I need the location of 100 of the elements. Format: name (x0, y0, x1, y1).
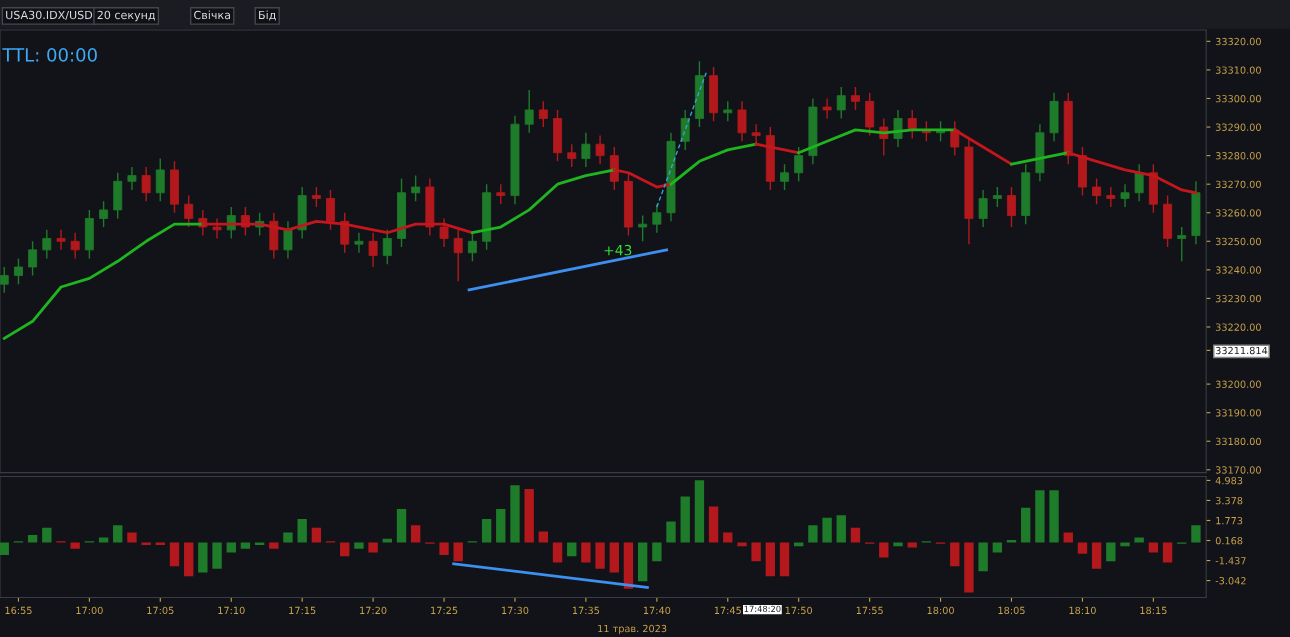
x-tick-label: 17:40 (643, 606, 671, 615)
candlestick (978, 189, 988, 228)
candlestick (1106, 186, 1116, 208)
bar (42, 527, 52, 543)
candlestick (155, 157, 165, 203)
x-tick-label: 17:00 (76, 606, 103, 615)
bar (964, 542, 974, 593)
x-tick-label: 17:20 (360, 606, 387, 615)
x-tick-label: 18:10 (1069, 606, 1096, 615)
bar (70, 542, 80, 549)
candlestick (496, 183, 506, 205)
candlestick (907, 109, 917, 140)
bar (1006, 540, 1017, 543)
candlestick (723, 100, 733, 123)
bar (184, 542, 194, 577)
bar (240, 542, 251, 549)
candlestick (141, 166, 151, 203)
candlestick (127, 166, 137, 191)
y-tick-label: 33320.00 (1215, 37, 1261, 46)
y-tick-label: 33230.00 (1215, 294, 1261, 303)
y-tick-label: 33280.00 (1215, 152, 1261, 160)
x-tick-label: 17:50 (785, 606, 813, 615)
candlestick (1134, 163, 1144, 203)
candlestick (368, 232, 378, 268)
bar (680, 496, 690, 543)
x-tick-label: 18:15 (1140, 606, 1167, 615)
bar (1162, 542, 1173, 563)
y-tick-label: 33300.00 (1215, 94, 1261, 103)
annotation: +43 (604, 244, 632, 256)
candlestick (737, 100, 747, 143)
bar (1191, 525, 1201, 543)
bar (694, 480, 705, 543)
y-tick-label: 33190.00 (1215, 409, 1261, 417)
candlestick (56, 229, 66, 251)
y-tick-label: 33270.00 (1215, 180, 1261, 189)
x-tick-label: 17:55 (856, 606, 883, 615)
bar (481, 518, 492, 543)
bar (666, 521, 676, 543)
bar (98, 537, 109, 543)
candlestick (340, 212, 350, 254)
bar (127, 532, 137, 543)
bar (552, 542, 563, 563)
bar (198, 542, 208, 573)
x-tick-label: 17:15 (289, 606, 316, 615)
candlestick (0, 266, 9, 294)
candlestick (751, 123, 761, 145)
candlestick (950, 120, 960, 157)
bar (1091, 542, 1102, 569)
y-tick-label: 3.378 (1215, 496, 1243, 505)
candlestick (567, 143, 577, 168)
candlestick (836, 86, 846, 120)
candlestick (780, 163, 790, 191)
y-tick-label: 1.773 (1216, 516, 1243, 525)
bar (538, 531, 548, 543)
candlestick (524, 89, 534, 134)
bar (1035, 490, 1045, 543)
text: Бід (259, 10, 276, 21)
candlestick (652, 203, 662, 234)
bar (297, 518, 307, 543)
x-tick-label: 18:00 (927, 606, 954, 615)
candlestick (822, 97, 832, 120)
candlestick (439, 217, 449, 248)
bar (1077, 542, 1088, 554)
candlestick (99, 200, 109, 228)
bar (1063, 532, 1073, 543)
bar (311, 527, 322, 543)
bar (822, 517, 832, 543)
candlestick (184, 194, 194, 228)
bar (1106, 542, 1116, 562)
candlestick (467, 232, 477, 262)
bar (439, 542, 449, 556)
candlestick (326, 189, 335, 231)
y-tick-label: 33290.00 (1215, 123, 1261, 131)
bar (950, 542, 960, 567)
bar (637, 542, 648, 582)
y-tick-label: 33211.814 (1215, 346, 1268, 355)
candlestick (382, 229, 392, 265)
x-tick-label: 18:05 (998, 606, 1025, 615)
x-tick-label: 17:45 (714, 606, 741, 615)
candlestick (212, 217, 222, 240)
candlestick (28, 240, 38, 277)
bar (907, 542, 917, 548)
candlestick (14, 257, 23, 285)
annotation: TTL: 00:00 (2, 48, 97, 62)
candlestick (1120, 183, 1130, 208)
bar (396, 508, 407, 543)
candlestick (453, 229, 463, 282)
bar (1021, 507, 1031, 543)
line-series (1066, 151, 1198, 195)
text: Свічка (194, 10, 230, 20)
x-tick-label: 17:35 (572, 606, 600, 615)
y-tick-label: 33180.00 (1215, 437, 1261, 446)
bar (410, 525, 421, 543)
bar (879, 542, 889, 558)
line-series (669, 142, 758, 186)
candlestick (42, 229, 52, 260)
candlestick (638, 214, 648, 242)
bar (1148, 542, 1159, 553)
candlestick (794, 146, 804, 183)
bar (496, 508, 506, 543)
